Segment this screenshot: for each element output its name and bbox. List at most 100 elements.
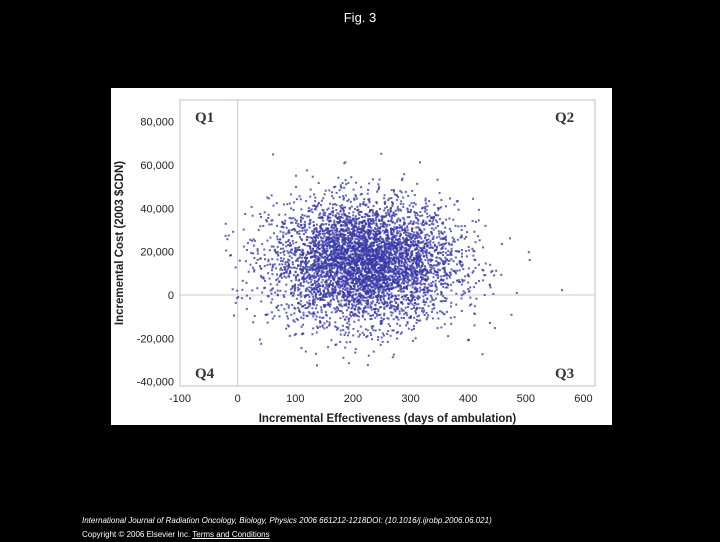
scatter-point	[408, 260, 410, 262]
scatter-point	[428, 200, 430, 202]
scatter-point	[442, 238, 444, 240]
scatter-point	[419, 307, 421, 309]
scatter-point	[424, 304, 426, 306]
scatter-point	[311, 211, 313, 213]
scatter-point	[405, 243, 407, 245]
scatter-point	[378, 246, 380, 248]
scatter-point	[406, 314, 408, 316]
scatter-point	[404, 295, 406, 297]
scatter-point	[410, 254, 412, 256]
scatter-point	[443, 279, 445, 281]
scatter-point	[418, 249, 420, 251]
scatter-point	[295, 248, 297, 250]
scatter-point	[390, 311, 392, 313]
scatter-point	[369, 234, 371, 236]
scatter-point	[390, 285, 392, 287]
scatter-point	[420, 258, 422, 260]
scatter-point	[343, 258, 345, 260]
scatter-point	[426, 223, 428, 225]
scatter-point	[313, 291, 315, 293]
scatter-point	[340, 330, 342, 332]
scatter-point	[448, 244, 450, 246]
scatter-point	[378, 263, 380, 265]
scatter-point	[323, 250, 325, 252]
scatter-point	[270, 290, 272, 292]
scatter-point	[361, 235, 363, 237]
scatter-point	[312, 268, 314, 270]
scatter-point	[318, 240, 320, 242]
scatter-point	[376, 216, 378, 218]
scatter-point	[303, 278, 305, 280]
scatter-point	[437, 179, 439, 181]
scatter-point	[316, 224, 318, 226]
scatter-point	[443, 268, 445, 270]
scatter-point	[272, 318, 274, 320]
scatter-point	[326, 315, 328, 317]
scatter-point	[313, 231, 315, 233]
scatter-point	[353, 256, 355, 258]
scatter-point	[245, 260, 247, 262]
scatter-point	[404, 260, 406, 262]
scatter-point	[346, 262, 348, 264]
scatter-point	[406, 267, 408, 269]
scatter-point	[375, 285, 377, 287]
scatter-point	[287, 268, 289, 270]
scatter-point	[319, 322, 321, 324]
scatter-point	[321, 281, 323, 283]
scatter-point	[358, 336, 360, 338]
scatter-point	[440, 300, 442, 302]
scatter-point	[419, 211, 421, 213]
scatter-point	[246, 295, 248, 297]
scatter-point	[391, 201, 393, 203]
scatter-point	[372, 282, 374, 284]
scatter-point	[299, 230, 301, 232]
scatter-point	[277, 294, 279, 296]
scatter-point	[388, 294, 390, 296]
scatter-point	[459, 260, 461, 262]
scatter-point	[347, 334, 349, 336]
scatter-point	[285, 241, 287, 243]
scatter-point	[360, 244, 362, 246]
scatter-point	[355, 348, 357, 350]
scatter-point	[302, 317, 304, 319]
scatter-point	[407, 273, 409, 275]
scatter-point	[464, 275, 466, 277]
scatter-point	[374, 268, 376, 270]
scatter-point	[369, 277, 371, 279]
scatter-point	[439, 244, 441, 246]
scatter-point	[355, 194, 357, 196]
scatter-point	[296, 318, 298, 320]
scatter-point	[390, 220, 392, 222]
scatter-point	[335, 238, 337, 240]
scatter-point	[435, 280, 437, 282]
scatter-point	[296, 198, 298, 200]
scatter-point	[401, 229, 403, 231]
scatter-point	[349, 244, 351, 246]
scatter-point	[285, 328, 287, 330]
scatter-point	[437, 275, 439, 277]
scatter-point	[308, 216, 310, 218]
scatter-point	[426, 257, 428, 259]
scatter-point	[232, 231, 234, 233]
scatter-point	[359, 221, 361, 223]
scatter-point	[380, 299, 382, 301]
scatter-point	[373, 266, 375, 268]
scatter-point	[342, 208, 344, 210]
scatter-point	[329, 247, 331, 249]
scatter-point	[340, 210, 342, 212]
scatter-point	[297, 225, 299, 227]
scatter-point	[327, 217, 329, 219]
scatter-point	[441, 243, 443, 245]
scatter-point	[391, 293, 393, 295]
scatter-point	[294, 284, 296, 286]
scatter-point	[344, 347, 346, 349]
scatter-point	[374, 274, 376, 276]
scatter-point	[401, 265, 403, 267]
scatter-point	[403, 275, 405, 277]
scatter-point	[388, 298, 390, 300]
scatter-point	[377, 230, 379, 232]
scatter-point	[346, 326, 348, 328]
scatter-point	[410, 300, 412, 302]
scatter-point	[435, 220, 437, 222]
scatter-point	[414, 241, 416, 243]
